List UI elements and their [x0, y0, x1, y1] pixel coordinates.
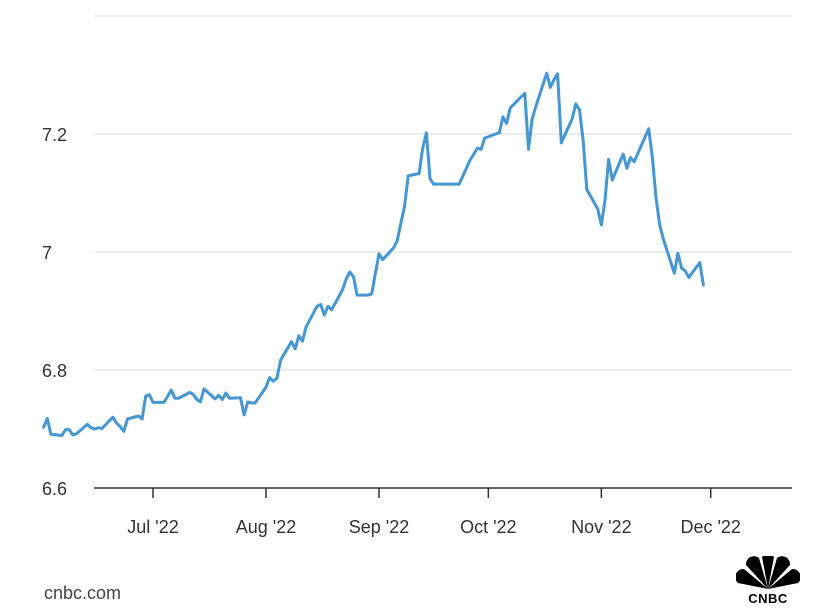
series-line	[42, 71, 705, 437]
x-tick-label: Dec '22	[680, 517, 740, 537]
y-tick-label: 6.8	[42, 361, 67, 381]
x-tick-label: Nov '22	[571, 517, 631, 537]
x-axis-tick-labels: Jul '22 Aug '22 Sep '22 Oct '22 Nov '22 Dec '…	[127, 517, 741, 537]
y-tick-label: 7	[42, 243, 52, 263]
y-axis-tick-labels: 6.6 6.8 7 7.2	[42, 125, 67, 499]
series-layer	[42, 71, 705, 437]
gridlines	[94, 15, 792, 371]
peacock-icon	[735, 554, 801, 589]
x-axis	[94, 487, 792, 498]
y-tick-label: 7.2	[42, 125, 67, 145]
x-tick-label: Aug '22	[236, 517, 297, 537]
x-tick-label: Jul '22	[127, 517, 178, 537]
source-label: cnbc.com	[44, 583, 122, 603]
y-tick-label: 6.6	[42, 479, 67, 499]
cnbc-logo[interactable]: CNBC	[735, 554, 801, 606]
brand-name: CNBC	[748, 591, 788, 606]
x-tick-label: Oct '22	[460, 517, 516, 537]
x-tick-label: Sep '22	[349, 517, 410, 537]
